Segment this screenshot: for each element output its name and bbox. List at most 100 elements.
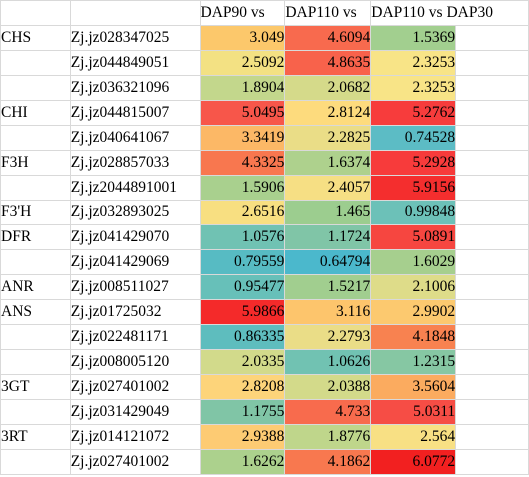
empty-cell[interactable] — [455, 74, 529, 101]
empty-cell[interactable] — [455, 448, 529, 475]
gene-id-cell[interactable]: Zj.jz028857033 — [69, 149, 201, 176]
value-cell-col2[interactable]: 1.1724 — [284, 224, 372, 251]
value-cell-col2[interactable]: 4.1862 — [284, 448, 372, 475]
value-cell-col1[interactable]: 0.79559 — [199, 249, 286, 276]
value-cell-col2[interactable]: 4.6094 — [284, 24, 372, 51]
value-cell-col1[interactable]: 2.9388 — [199, 423, 286, 450]
header-col1[interactable]: DAP90 vs — [199, 0, 286, 26]
value-cell-col1[interactable]: 3.049 — [199, 24, 286, 51]
value-cell-col3[interactable]: 1.6029 — [370, 249, 457, 276]
value-cell-col2[interactable]: 4.733 — [284, 399, 372, 425]
empty-cell[interactable] — [455, 349, 529, 376]
value-cell-col3[interactable]: 5.9156 — [370, 174, 457, 201]
gene-id-cell[interactable]: Zj.jz01725032 — [69, 299, 201, 326]
value-cell-col2[interactable]: 2.2825 — [284, 124, 372, 151]
gene-id-cell[interactable]: Zj.jz022481171 — [69, 324, 201, 351]
gene-id-header-cell[interactable] — [69, 0, 201, 26]
gene-family-cell[interactable]: CHS — [0, 24, 71, 51]
value-cell-col2[interactable]: 1.0626 — [284, 349, 372, 376]
gene-id-cell[interactable]: Zj.jz008511027 — [69, 274, 201, 301]
value-cell-col3[interactable]: 5.2928 — [370, 149, 457, 176]
gene-family-cell[interactable] — [0, 49, 71, 76]
gene-family-cell[interactable] — [0, 324, 71, 351]
value-cell-col2[interactable]: 3.116 — [284, 299, 372, 326]
empty-cell[interactable] — [455, 399, 529, 425]
value-cell-col2[interactable]: 0.64794 — [284, 249, 372, 276]
empty-cell[interactable] — [455, 24, 529, 51]
value-cell-col2[interactable]: 1.465 — [284, 199, 372, 226]
value-cell-col1[interactable]: 5.0495 — [199, 99, 286, 126]
value-cell-col3[interactable]: 3.5604 — [370, 374, 457, 400]
gene-family-cell[interactable]: F3'H — [0, 199, 71, 226]
gene-id-cell[interactable]: Zj.jz044849051 — [69, 49, 201, 76]
value-cell-col2[interactable]: 1.6374 — [284, 149, 372, 176]
header-col2[interactable]: DAP110 vs — [284, 0, 372, 26]
value-cell-col3[interactable]: 2.9902 — [370, 299, 457, 326]
gene-id-cell[interactable]: Zj.jz044815007 — [69, 99, 201, 126]
gene-id-cell[interactable]: Zj.jz041429069 — [69, 249, 201, 276]
empty-cell[interactable] — [455, 199, 529, 226]
gene-id-cell[interactable]: Zj.jz027401002 — [69, 448, 201, 475]
value-cell-col3[interactable]: 4.1848 — [370, 324, 457, 351]
empty-cell[interactable] — [455, 124, 529, 151]
empty-cell[interactable] — [455, 49, 529, 76]
value-cell-col1[interactable]: 2.0335 — [199, 349, 286, 376]
value-cell-col2[interactable]: 1.8776 — [284, 423, 372, 450]
gene-family-cell[interactable]: DFR — [0, 224, 71, 251]
gene-id-cell[interactable]: Zj.jz008005120 — [69, 349, 201, 376]
gene-family-cell[interactable] — [0, 349, 71, 376]
value-cell-col2[interactable]: 2.8124 — [284, 99, 372, 126]
gene-id-cell[interactable]: Zj.jz036321096 — [69, 74, 201, 101]
value-cell-col3[interactable]: 5.2762 — [370, 99, 457, 126]
value-cell-col3[interactable]: 6.0772 — [370, 448, 457, 475]
value-cell-col3[interactable]: 1.5369 — [370, 24, 457, 51]
value-cell-col2[interactable]: 2.4057 — [284, 174, 372, 201]
empty-cell[interactable] — [455, 149, 529, 176]
gene-family-cell[interactable]: CHI — [0, 99, 71, 126]
empty-cell[interactable] — [455, 299, 529, 326]
value-cell-col1[interactable]: 3.3419 — [199, 124, 286, 151]
empty-cell[interactable] — [455, 274, 529, 301]
gene-family-cell[interactable]: 3RT — [0, 423, 71, 450]
value-cell-col1[interactable]: 1.6262 — [199, 448, 286, 475]
empty-cell[interactable] — [455, 224, 529, 251]
gene-family-cell[interactable] — [0, 399, 71, 425]
gene-family-cell[interactable]: ANS — [0, 299, 71, 326]
gene-family-cell[interactable] — [0, 448, 71, 475]
value-cell-col1[interactable]: 1.8904 — [199, 74, 286, 101]
value-cell-col1[interactable]: 5.9866 — [199, 299, 286, 326]
gene-id-cell[interactable]: Zj.jz040641067 — [69, 124, 201, 151]
value-cell-col1[interactable]: 1.0576 — [199, 224, 286, 251]
value-cell-col1[interactable]: 1.1755 — [199, 399, 286, 425]
gene-id-cell[interactable]: Zj.jz2044891001 — [69, 174, 201, 201]
value-cell-col3[interactable]: 0.99848 — [370, 199, 457, 226]
value-cell-col1[interactable]: 0.95477 — [199, 274, 286, 301]
value-cell-col2[interactable]: 1.5217 — [284, 274, 372, 301]
gene-family-cell[interactable] — [0, 74, 71, 101]
gene-id-cell[interactable]: Zj.jz014121072 — [69, 423, 201, 450]
value-cell-col3[interactable]: 5.0311 — [370, 399, 457, 425]
gene-family-cell[interactable] — [0, 174, 71, 201]
value-cell-col3[interactable]: 2.3253 — [370, 49, 457, 76]
empty-cell[interactable] — [455, 249, 529, 276]
corner-cell[interactable] — [0, 0, 71, 26]
empty-cell[interactable] — [455, 174, 529, 201]
value-cell-col2[interactable]: 4.8635 — [284, 49, 372, 76]
value-cell-col3[interactable]: 0.74528 — [370, 124, 457, 151]
empty-cell[interactable] — [455, 423, 529, 450]
value-cell-col2[interactable]: 2.0388 — [284, 374, 372, 400]
gene-id-cell[interactable]: Zj.jz031429049 — [69, 399, 201, 425]
value-cell-col1[interactable]: 2.8208 — [199, 374, 286, 400]
gene-family-cell[interactable]: ANR — [0, 274, 71, 301]
value-cell-col1[interactable]: 0.86335 — [199, 324, 286, 351]
gene-family-cell[interactable] — [0, 124, 71, 151]
value-cell-col1[interactable]: 4.3325 — [199, 149, 286, 176]
gene-id-cell[interactable]: Zj.jz027401002 — [69, 374, 201, 400]
value-cell-col1[interactable]: 1.5906 — [199, 174, 286, 201]
value-cell-col1[interactable]: 2.6516 — [199, 199, 286, 226]
empty-cell[interactable] — [455, 374, 529, 400]
value-cell-col3[interactable]: 2.1006 — [370, 274, 457, 301]
value-cell-col3[interactable]: 5.0891 — [370, 224, 457, 251]
gene-id-cell[interactable]: Zj.jz041429070 — [69, 224, 201, 251]
gene-family-cell[interactable]: F3H — [0, 149, 71, 176]
